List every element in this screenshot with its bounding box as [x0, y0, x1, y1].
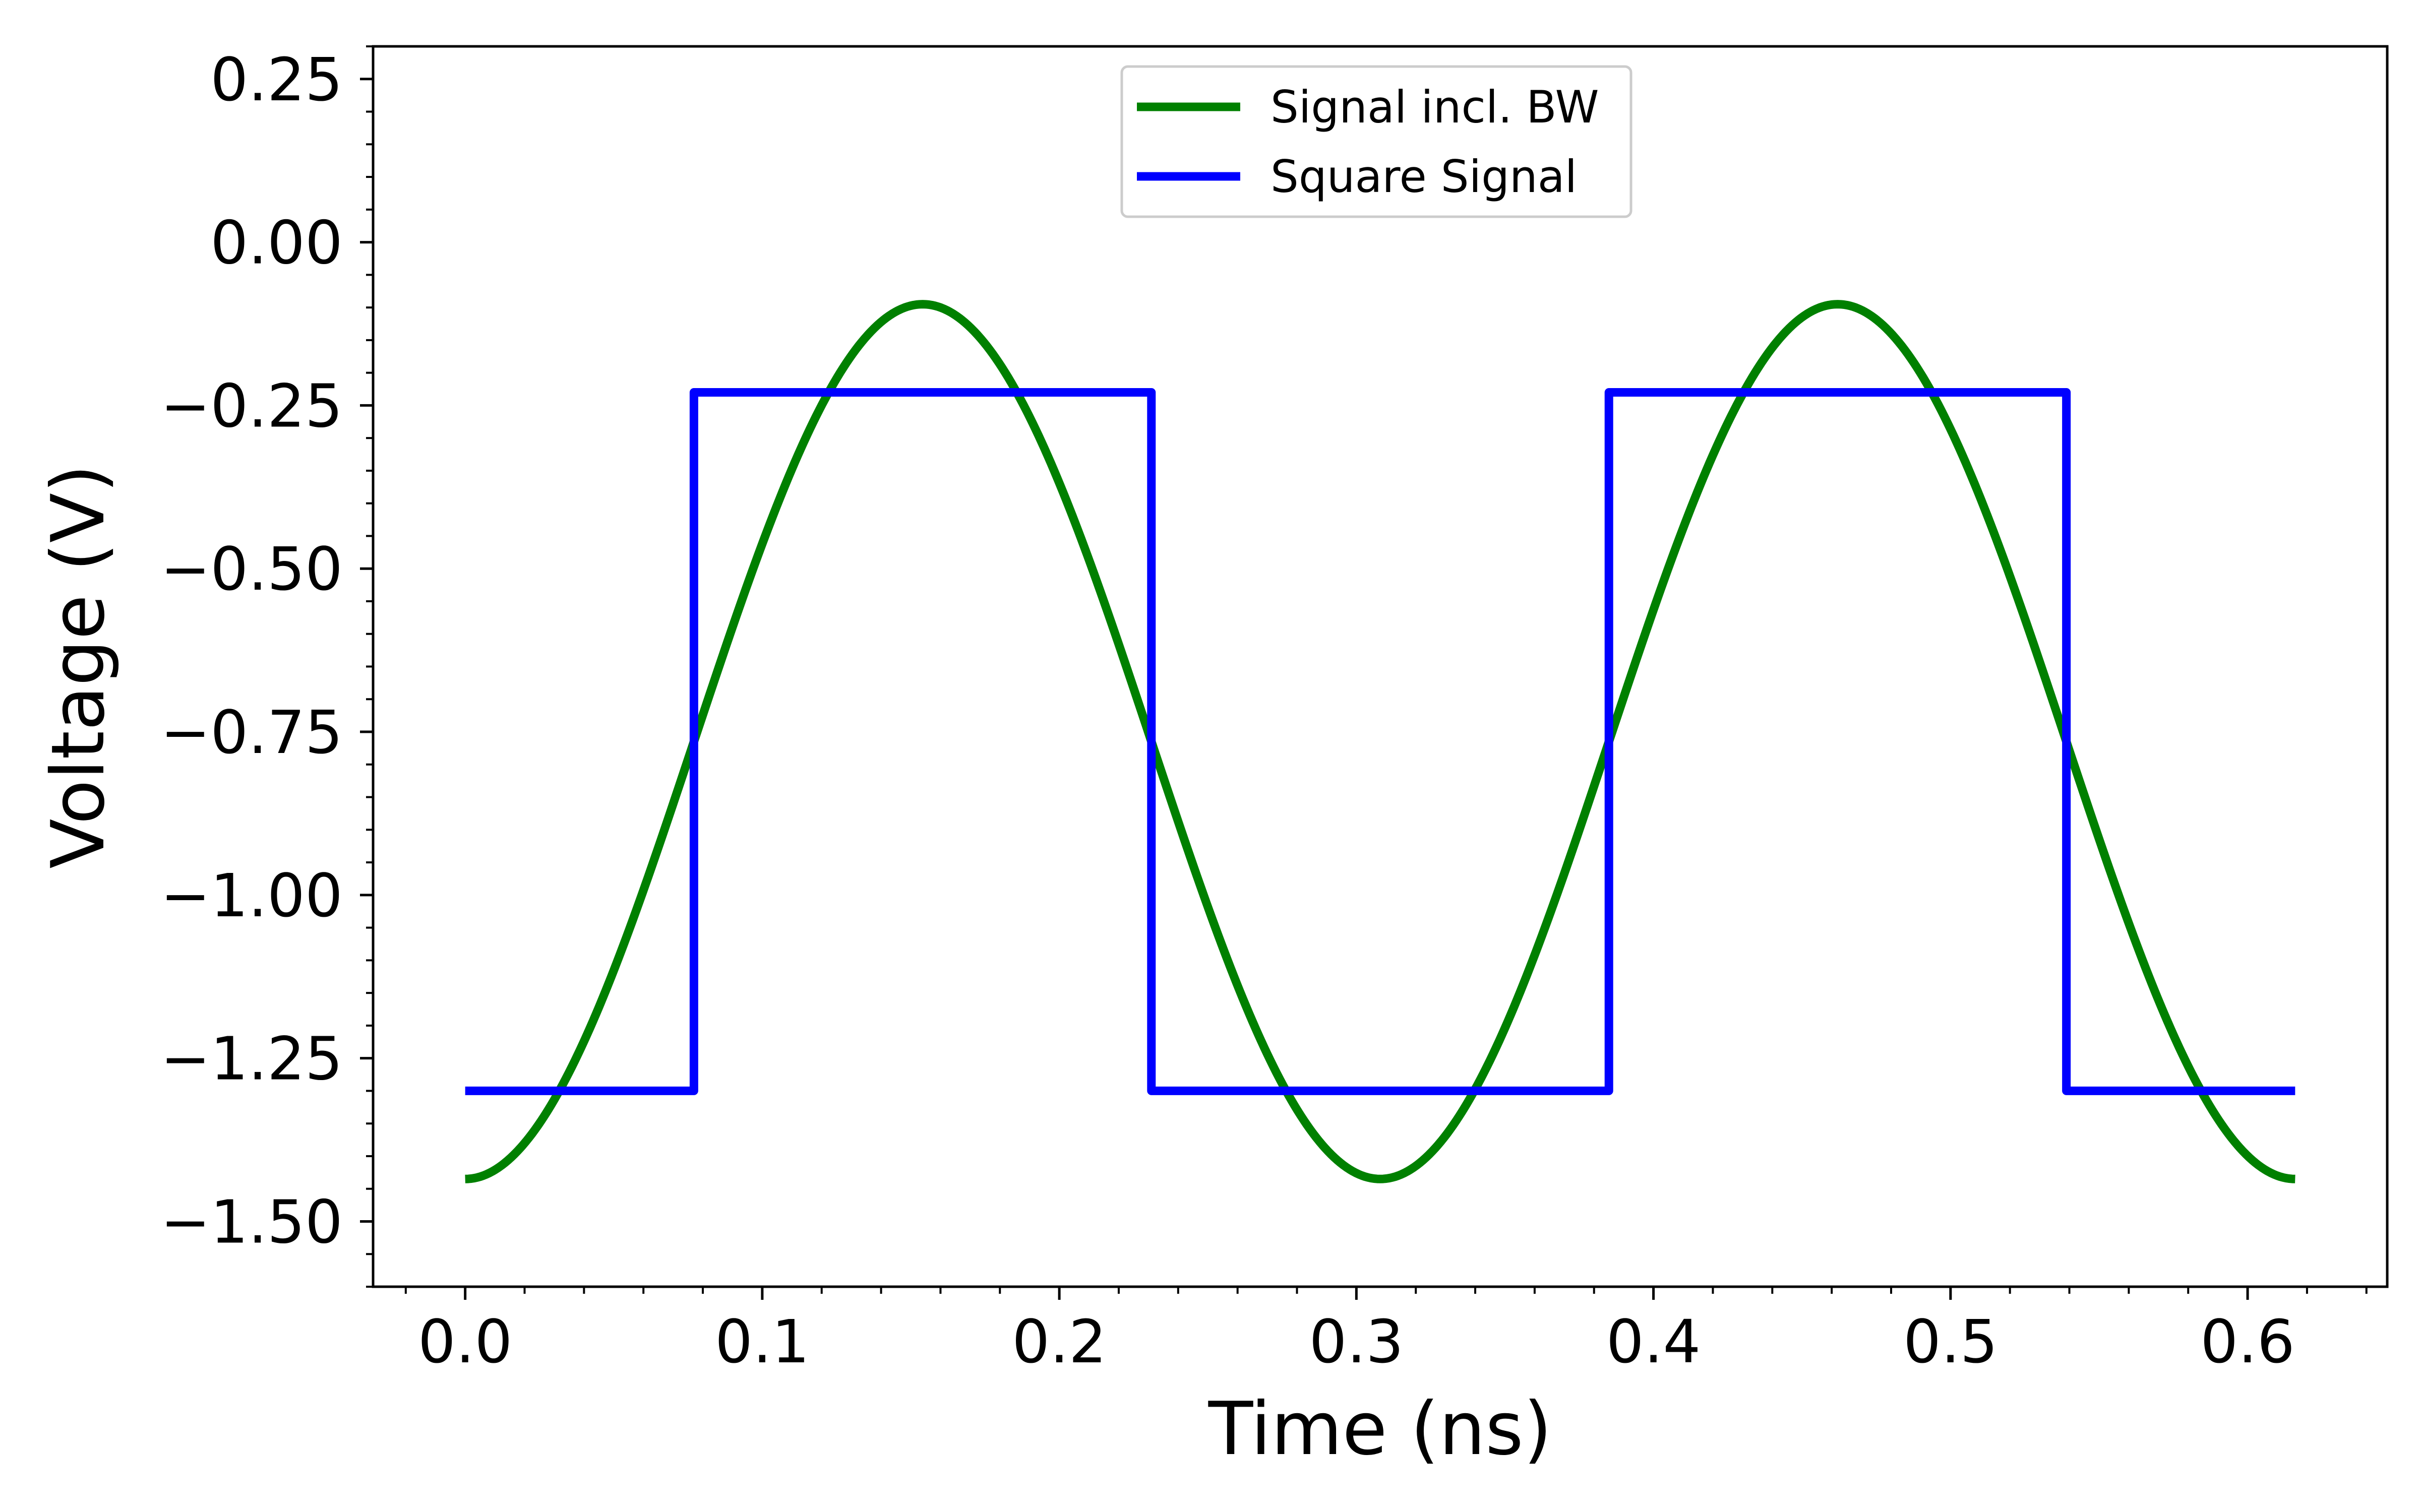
legend-frame	[1120, 65, 1632, 218]
x-tick-label: 0.0	[418, 1307, 513, 1376]
ticks-layer: 0.0 0.1 0.2 0.3 0.4 0.5 0.6 0.25 0.00 −0.25 −0.50 −…	[160, 45, 2368, 1376]
y-tick-label: −1.25	[160, 1024, 343, 1094]
series-line-signal-incl-bw	[464, 300, 2296, 1183]
legend-label: Signal incl. BW	[1270, 81, 1599, 133]
y-axis-title: Voltage (V)	[36, 464, 121, 868]
x-tick-label: 0.5	[1903, 1307, 1998, 1376]
y-tick-label: −0.75	[160, 698, 343, 767]
y-tick-label: −0.50	[160, 534, 343, 604]
x-axis-title: Time (ns)	[1208, 1387, 1552, 1472]
y-tick-label: 0.00	[210, 208, 343, 278]
series-line-square-signal	[465, 388, 2295, 1095]
x-tick-label: 0.1	[715, 1307, 810, 1376]
y-tick-label: −1.00	[160, 861, 343, 930]
legend-label: Square Signal	[1270, 151, 1577, 203]
legend: Signal incl. BW Square Signal	[1120, 65, 1632, 218]
series-layer	[464, 300, 2296, 1183]
x-tick-label: 0.6	[2200, 1307, 2295, 1376]
x-tick-label: 0.4	[1606, 1307, 1701, 1376]
y-tick-label: −0.25	[160, 371, 343, 440]
y-tick-label: −1.50	[160, 1187, 343, 1256]
x-tick-label: 0.2	[1012, 1307, 1107, 1376]
y-tick-label: 0.25	[210, 45, 343, 114]
x-tick-label: 0.3	[1309, 1307, 1404, 1376]
